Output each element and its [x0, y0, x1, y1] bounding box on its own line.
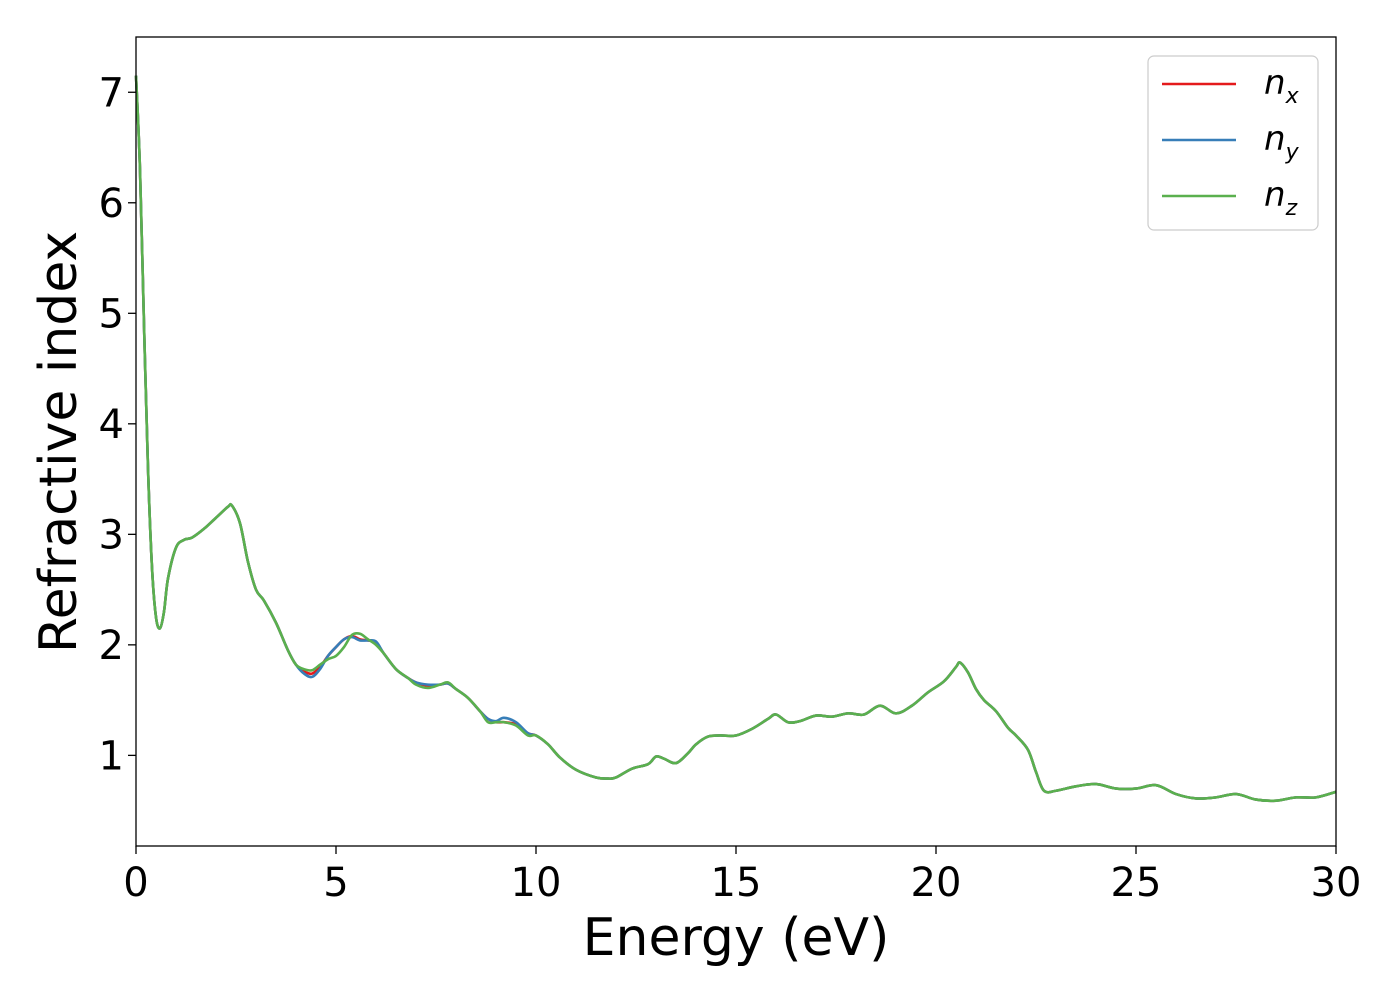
x-tick-label: 30	[1311, 860, 1362, 906]
x-tick-label: 10	[511, 860, 562, 906]
x-tick-label: 25	[1111, 860, 1162, 906]
legend-box	[1147, 55, 1319, 231]
y-tick-label: 1	[99, 733, 124, 779]
series-layer	[134, 75, 1337, 803]
x-tick-label: 5	[323, 860, 348, 906]
y-tick-label: 7	[99, 70, 124, 116]
y-axis-ticks: 1 2 3 4 5 6 7	[99, 70, 136, 779]
x-tick-label: 0	[123, 860, 148, 906]
y-tick-label: 6	[99, 181, 124, 227]
y-tick-label: 2	[99, 623, 124, 669]
x-tick-label: 20	[911, 860, 962, 906]
legend-label-z: nz	[1264, 175, 1298, 221]
y-tick-label: 4	[99, 402, 124, 448]
series-line-z	[134, 75, 1337, 803]
y-tick-label: 3	[99, 512, 124, 558]
y-tick-label: 5	[99, 291, 124, 337]
x-tick-label: 15	[711, 860, 762, 906]
x-axis-title: Energy (eV)	[583, 908, 890, 968]
x-axis-ticks: 0 5 10 15 20 25 30	[123, 846, 1361, 906]
y-axis-title: Refractive index	[29, 231, 89, 653]
